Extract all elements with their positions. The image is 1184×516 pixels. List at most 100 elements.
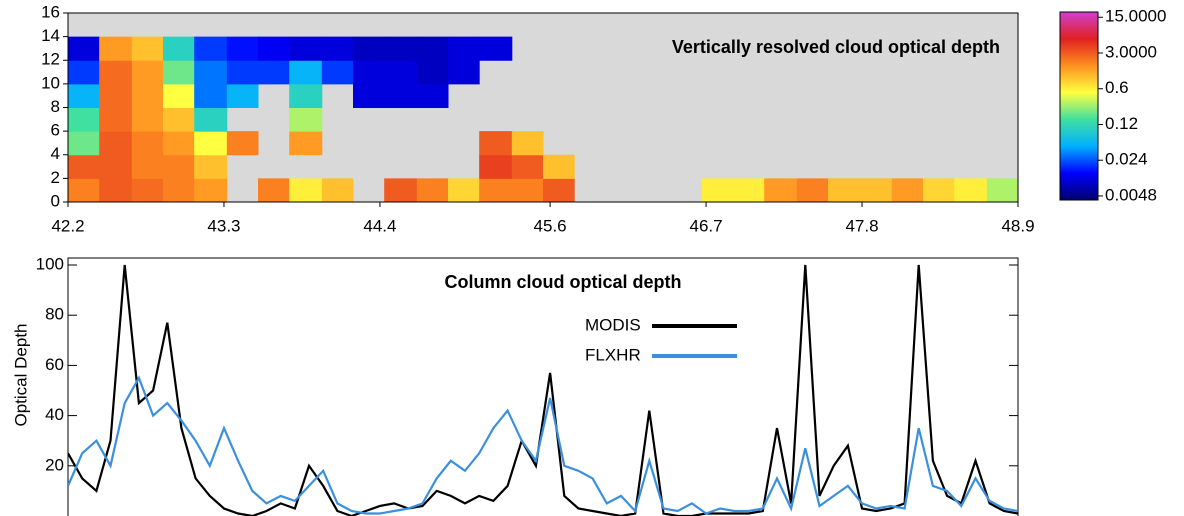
series-line <box>68 375 1018 515</box>
cell <box>131 154 164 179</box>
x-tick-label: 46.7 <box>690 216 723 235</box>
colorbar <box>1059 11 1099 201</box>
cell <box>226 83 259 108</box>
x-tick-label: 47.8 <box>845 216 878 235</box>
cell <box>163 36 195 61</box>
cell <box>448 178 480 202</box>
cell <box>258 178 290 202</box>
colorbar-tick-label: 0.024 <box>1105 150 1148 169</box>
cell <box>131 178 164 202</box>
x-tick-label: 44.4 <box>363 216 396 235</box>
cell <box>353 83 385 108</box>
cell <box>796 178 829 202</box>
cell <box>764 178 798 202</box>
cell <box>99 131 133 156</box>
cell <box>701 178 734 202</box>
cell <box>923 178 955 202</box>
cell <box>416 60 449 85</box>
cell <box>68 60 100 85</box>
y-tick-label: 80 <box>45 305 64 324</box>
cell <box>384 178 418 202</box>
cell <box>479 154 513 179</box>
cells <box>68 36 1018 202</box>
chart-title: Column cloud optical depth <box>445 272 682 292</box>
cell <box>258 60 290 85</box>
cell <box>479 178 513 202</box>
cell <box>353 36 385 61</box>
colorbar-tick-label: 0.6 <box>1105 78 1129 97</box>
cell <box>68 178 100 202</box>
y-tick-label: 40 <box>45 405 64 424</box>
x-tick-label: 43.3 <box>207 216 240 235</box>
colorbar-tick-label: 3.0000 <box>1105 42 1157 61</box>
y-axis-label: Optical Depth <box>11 324 30 427</box>
cell <box>131 107 164 132</box>
cell <box>321 60 354 85</box>
y-tick-label: 12 <box>41 50 60 69</box>
cell <box>194 154 228 179</box>
cell <box>448 60 480 85</box>
cell <box>384 60 418 85</box>
cell <box>384 83 418 108</box>
x-tick-label: 48.9 <box>1001 216 1034 235</box>
y-tick-label: 6 <box>51 121 60 140</box>
series-line <box>68 264 1018 516</box>
axis-frame <box>67 257 1019 516</box>
cell <box>163 131 195 156</box>
cell <box>289 178 323 202</box>
cell <box>416 83 449 108</box>
cell <box>416 36 449 61</box>
cell <box>163 178 195 202</box>
cell <box>99 178 133 202</box>
cell <box>859 178 893 202</box>
colorbar-tick-label: 0.12 <box>1105 114 1138 133</box>
cell <box>733 178 765 202</box>
cell <box>479 36 513 61</box>
cell <box>289 83 323 108</box>
cell <box>99 36 133 61</box>
cell <box>289 107 323 132</box>
y-tick-label: 8 <box>51 97 60 116</box>
y-tick-label: 4 <box>51 144 60 163</box>
cell <box>226 131 259 156</box>
cell <box>258 36 290 61</box>
x-tick-label: 42.2 <box>51 216 84 235</box>
cell <box>131 131 164 156</box>
y-tick-label: 2 <box>51 168 60 187</box>
chart-title: Vertically resolved cloud optical depth <box>672 37 1000 57</box>
cell <box>68 154 100 179</box>
cell <box>479 131 513 156</box>
cell <box>511 154 544 179</box>
cell <box>194 60 228 85</box>
cell <box>131 83 164 108</box>
cell <box>954 178 988 202</box>
legend-label: FLXHR <box>585 345 641 364</box>
y-tick-label: 20 <box>45 455 64 474</box>
cell <box>163 154 195 179</box>
cell <box>131 36 164 61</box>
cell <box>384 36 418 61</box>
cell <box>163 107 195 132</box>
y-tick-label: 0 <box>51 191 60 210</box>
cell <box>163 83 195 108</box>
cell <box>226 36 259 61</box>
cell <box>986 178 1018 202</box>
cell <box>353 60 385 85</box>
cell <box>194 36 228 61</box>
legend-label: MODIS <box>585 315 641 334</box>
y-tick-label: 100 <box>36 254 64 273</box>
cell <box>321 178 354 202</box>
lines <box>68 264 1018 516</box>
y-tick-label: 10 <box>41 73 60 92</box>
cell <box>194 178 228 202</box>
cell <box>68 107 100 132</box>
cell <box>68 131 100 156</box>
cell <box>99 60 133 85</box>
cell <box>416 178 449 202</box>
cell <box>448 36 480 61</box>
cell <box>163 60 195 85</box>
cell <box>68 83 100 108</box>
cell <box>511 131 544 156</box>
cell <box>543 154 575 179</box>
